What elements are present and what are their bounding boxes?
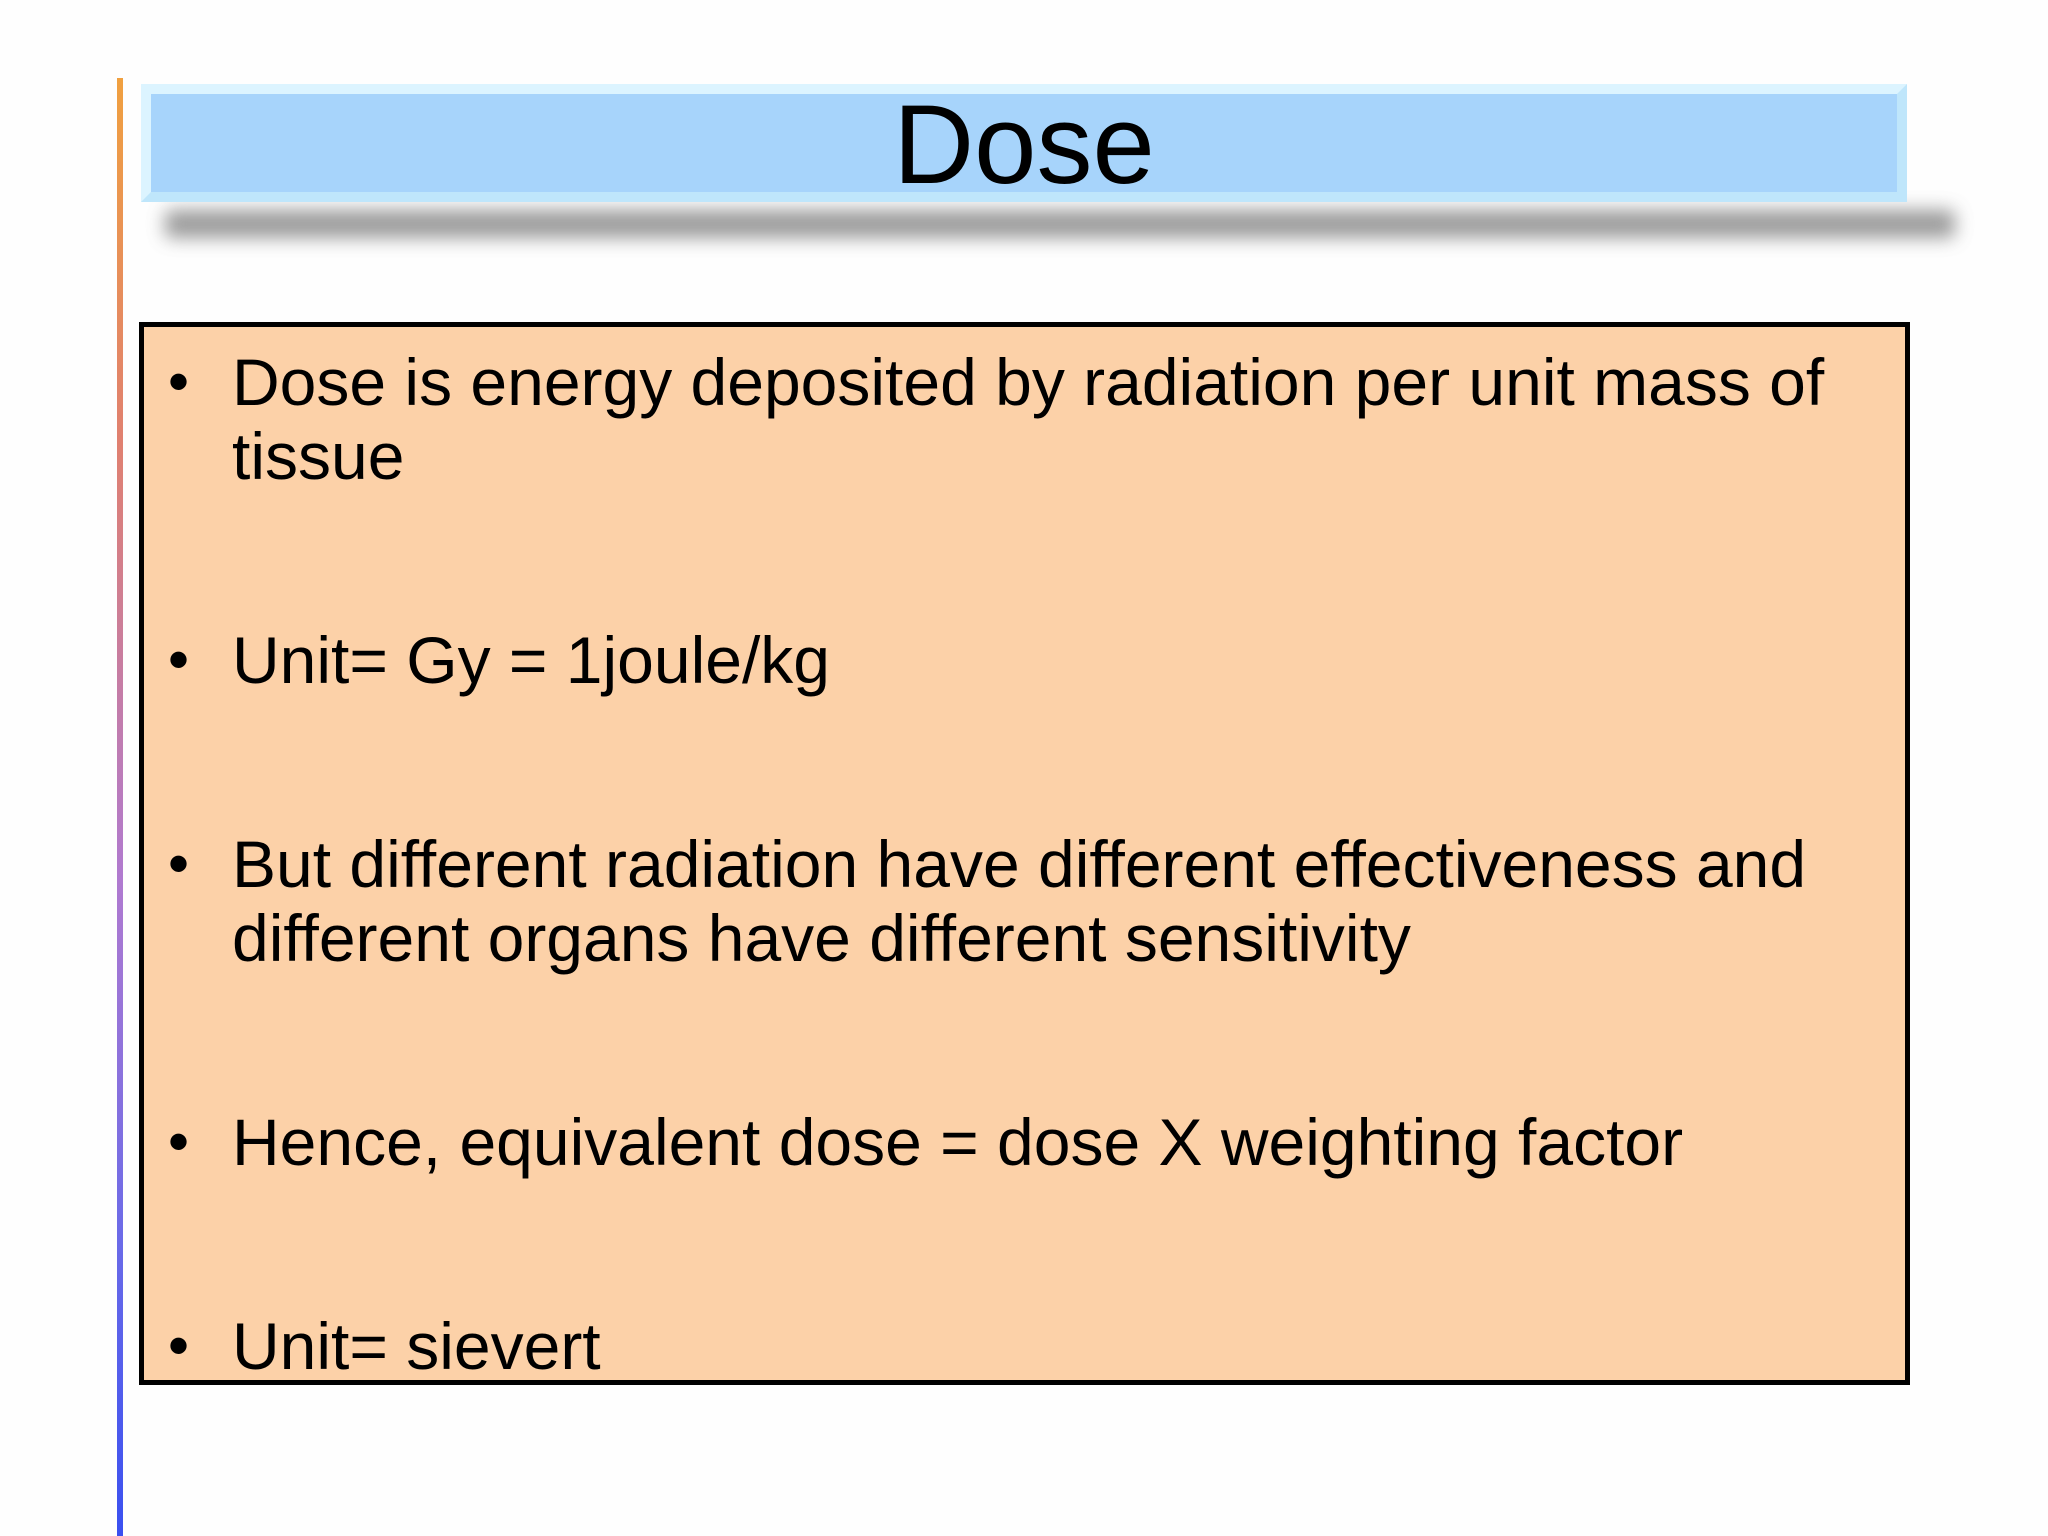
bullet-text: Unit= sievert	[232, 1309, 601, 1383]
bullet-item: • Unit= Gy = 1joule/kg	[168, 623, 1865, 697]
bullet-dot-icon: •	[168, 830, 190, 897]
bullet-list: • Dose is energy deposited by radiation …	[168, 345, 1865, 1383]
bullet-item: • Dose is energy deposited by radiation …	[168, 345, 1865, 493]
bullet-dot-icon: •	[168, 626, 190, 693]
bullet-text: Dose is energy deposited by radiation pe…	[232, 345, 1825, 493]
left-accent-rule	[117, 78, 123, 1536]
bullet-item: • Unit= sievert	[168, 1309, 1865, 1383]
bullet-text: But different radiation have different e…	[232, 827, 1807, 975]
content-box: • Dose is energy deposited by radiation …	[139, 322, 1910, 1385]
title-banner: Dose	[141, 84, 1907, 202]
bullet-item: • Hence, equivalent dose = dose X weight…	[168, 1105, 1865, 1179]
bullet-text: Hence, equivalent dose = dose X weightin…	[232, 1105, 1684, 1179]
bullet-text: Unit= Gy = 1joule/kg	[232, 623, 830, 697]
bullet-dot-icon: •	[168, 1108, 190, 1175]
bullet-dot-icon: •	[168, 1312, 190, 1379]
title-shadow	[165, 210, 1955, 238]
bullet-item: • But different radiation have different…	[168, 827, 1865, 975]
bullet-dot-icon: •	[168, 348, 190, 415]
slide-title: Dose	[893, 82, 1155, 207]
